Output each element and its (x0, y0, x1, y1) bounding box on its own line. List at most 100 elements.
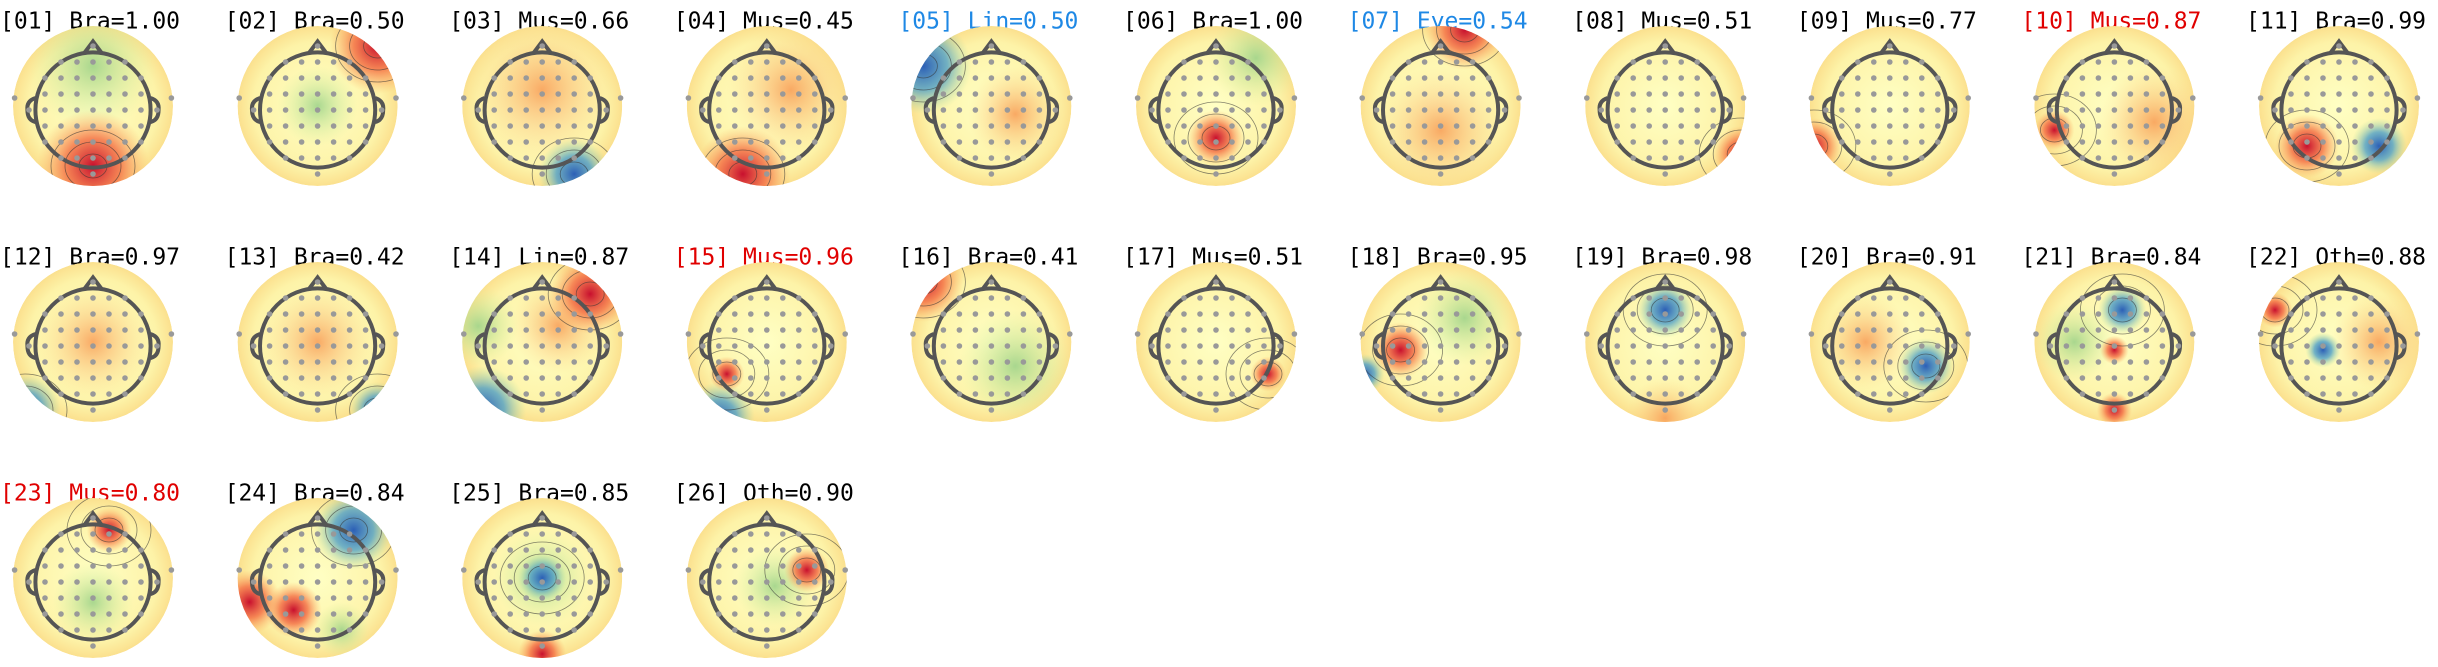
electrode (1903, 343, 1909, 349)
nose (531, 274, 553, 291)
electrode (748, 375, 754, 381)
electrode (507, 59, 513, 65)
electrode (1694, 107, 1700, 113)
electrode (314, 295, 321, 301)
electrode (2063, 375, 2070, 381)
electrode (1694, 295, 1700, 301)
component-card: [19] Bra=0.98 (1572, 245, 1752, 422)
electrode (2079, 139, 2086, 145)
electrode (1421, 311, 1428, 317)
electrode (2336, 279, 2342, 285)
electrode (555, 579, 561, 585)
electrode (298, 579, 305, 585)
electrode (1421, 75, 1428, 81)
head-outline (931, 50, 1052, 170)
electrode (106, 59, 112, 65)
electrode (1165, 91, 1171, 97)
electrode (2079, 375, 2086, 381)
electrode (266, 375, 273, 381)
electrode (748, 547, 754, 553)
electrode (1229, 375, 1235, 381)
electrode (1453, 123, 1460, 129)
contour (1372, 325, 1429, 375)
electrode (346, 311, 353, 317)
electrode (2336, 43, 2342, 49)
electrode (2272, 107, 2278, 113)
electrode (1694, 327, 1700, 333)
electrode (812, 547, 818, 553)
electrode (988, 391, 995, 397)
electrode (1903, 107, 1909, 113)
electrode (571, 107, 577, 113)
electrode (796, 295, 802, 301)
electrode (2111, 327, 2118, 333)
electrode (122, 547, 128, 553)
electrode (507, 91, 513, 97)
electrode (168, 331, 175, 337)
electrode (330, 139, 337, 145)
electrode (2143, 327, 2150, 333)
head-outline (1605, 286, 1725, 406)
electrode (2143, 155, 2150, 161)
electrode (716, 327, 722, 333)
electrode (1919, 59, 1925, 65)
nose (1430, 38, 1452, 55)
electrode (2095, 139, 2102, 145)
electrode (1437, 327, 1444, 333)
electrode (555, 595, 561, 601)
electrode (1919, 75, 1925, 81)
electrode (1245, 311, 1251, 317)
electrode (2320, 107, 2326, 113)
electrode (2111, 279, 2118, 285)
electrode (1871, 391, 1877, 397)
electrode (972, 327, 979, 333)
electrode (571, 295, 577, 301)
electrode (748, 295, 754, 301)
electrode (1935, 75, 1941, 81)
electrode (266, 327, 273, 333)
electrode (2304, 311, 2310, 317)
electrode (1903, 311, 1909, 317)
electrode (2304, 327, 2310, 333)
electrode (330, 59, 337, 65)
electrode (1229, 343, 1235, 349)
electrode (1855, 295, 1861, 301)
electrode (1437, 43, 1444, 49)
electrode (2304, 295, 2310, 301)
electrode (1405, 139, 1412, 145)
component-card: [23] Mus=0.80 (0, 481, 180, 658)
electrode (507, 579, 513, 585)
electrode (1213, 279, 1219, 285)
activation-blob (967, 66, 1064, 162)
electrode (812, 343, 818, 349)
electrode (732, 59, 738, 65)
electrode (2336, 155, 2342, 161)
electrode (988, 123, 995, 129)
electrode (1261, 359, 1267, 365)
electrode (2127, 107, 2134, 113)
electrode (2127, 359, 2134, 365)
electrode (2352, 343, 2358, 349)
electrode (2384, 123, 2390, 129)
electrode (1149, 107, 1155, 113)
electrode (314, 563, 321, 569)
electrode (1887, 279, 1893, 285)
electrode (1181, 327, 1187, 333)
electrode (716, 375, 722, 381)
electrode (314, 311, 321, 317)
electrode (555, 547, 561, 553)
electrode (1485, 359, 1492, 365)
electrode (796, 75, 802, 81)
electrode (314, 75, 321, 81)
electrode (491, 611, 498, 617)
electrode (2384, 139, 2390, 145)
electrode (282, 107, 289, 113)
activation-blob (277, 66, 358, 146)
electrode (842, 331, 848, 337)
electrode (168, 95, 175, 101)
electrode (266, 547, 273, 553)
electrode (1630, 123, 1636, 129)
electrode (1437, 75, 1444, 81)
electrode (1646, 107, 1652, 113)
